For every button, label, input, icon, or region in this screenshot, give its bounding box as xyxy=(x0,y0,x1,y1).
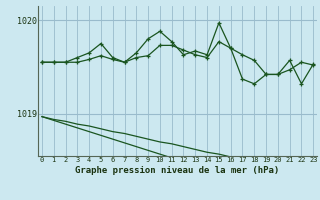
X-axis label: Graphe pression niveau de la mer (hPa): Graphe pression niveau de la mer (hPa) xyxy=(76,166,280,175)
